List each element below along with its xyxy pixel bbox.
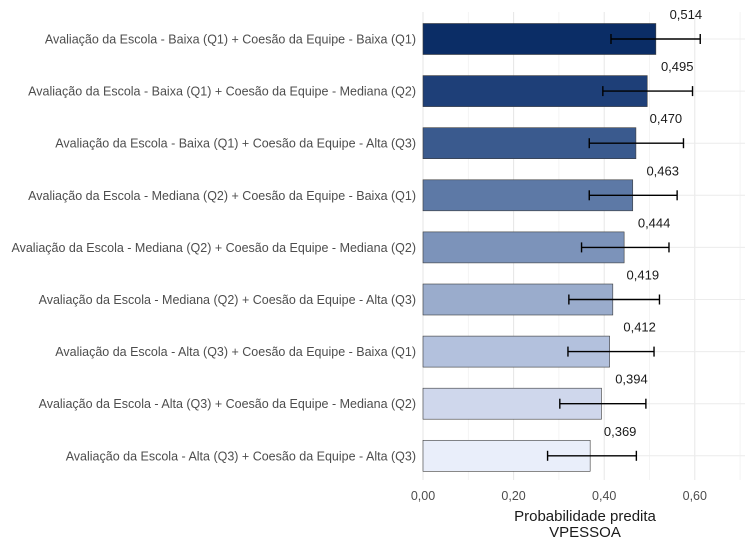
category-label: Avaliação da Escola - Baixa (Q1) + Coesã… — [45, 33, 416, 47]
data-label: 0,444 — [638, 215, 671, 230]
error-bars — [546, 34, 701, 461]
data-label: 0,412 — [623, 320, 656, 335]
bars — [422, 23, 657, 472]
category-label: Avaliação da Escola - Alta (Q3) + Coesão… — [39, 397, 416, 411]
category-label: Avaliação da Escola - Alta (Q3) + Coesão… — [55, 345, 416, 359]
x-tick-label: 0,20 — [501, 489, 525, 503]
x-tick-label: 0,00 — [411, 489, 435, 503]
category-label: Avaliação da Escola - Alta (Q3) + Coesão… — [66, 449, 416, 463]
x-axis-title-line2: VPESSOA — [549, 524, 621, 541]
x-tick-label: 0,40 — [592, 489, 616, 503]
data-label: 0,369 — [604, 424, 637, 439]
labels: 0,514 Avaliação da Escola - Baixa (Q1) + … — [11, 7, 707, 503]
data-label: 0,514 — [670, 7, 703, 22]
category-label: Avaliação da Escola - Mediana (Q2) + Coe… — [11, 241, 416, 255]
data-label: 0,394 — [615, 372, 648, 387]
data-label: 0,470 — [650, 111, 683, 126]
category-label: Avaliação da Escola - Baixa (Q1) + Coesã… — [55, 137, 416, 151]
data-label: 0,463 — [646, 163, 679, 178]
data-label: 0,419 — [627, 268, 660, 283]
category-label: Avaliação da Escola - Baixa (Q1) + Coesã… — [28, 85, 416, 99]
x-tick-label: 0,60 — [683, 489, 707, 503]
data-label: 0,495 — [661, 59, 694, 74]
category-label: Avaliação da Escola - Mediana (Q2) + Coe… — [28, 189, 416, 203]
x-axis-title-line1: Probabilidade predita — [514, 508, 656, 525]
category-label: Avaliação da Escola - Mediana (Q2) + Coe… — [39, 293, 416, 307]
